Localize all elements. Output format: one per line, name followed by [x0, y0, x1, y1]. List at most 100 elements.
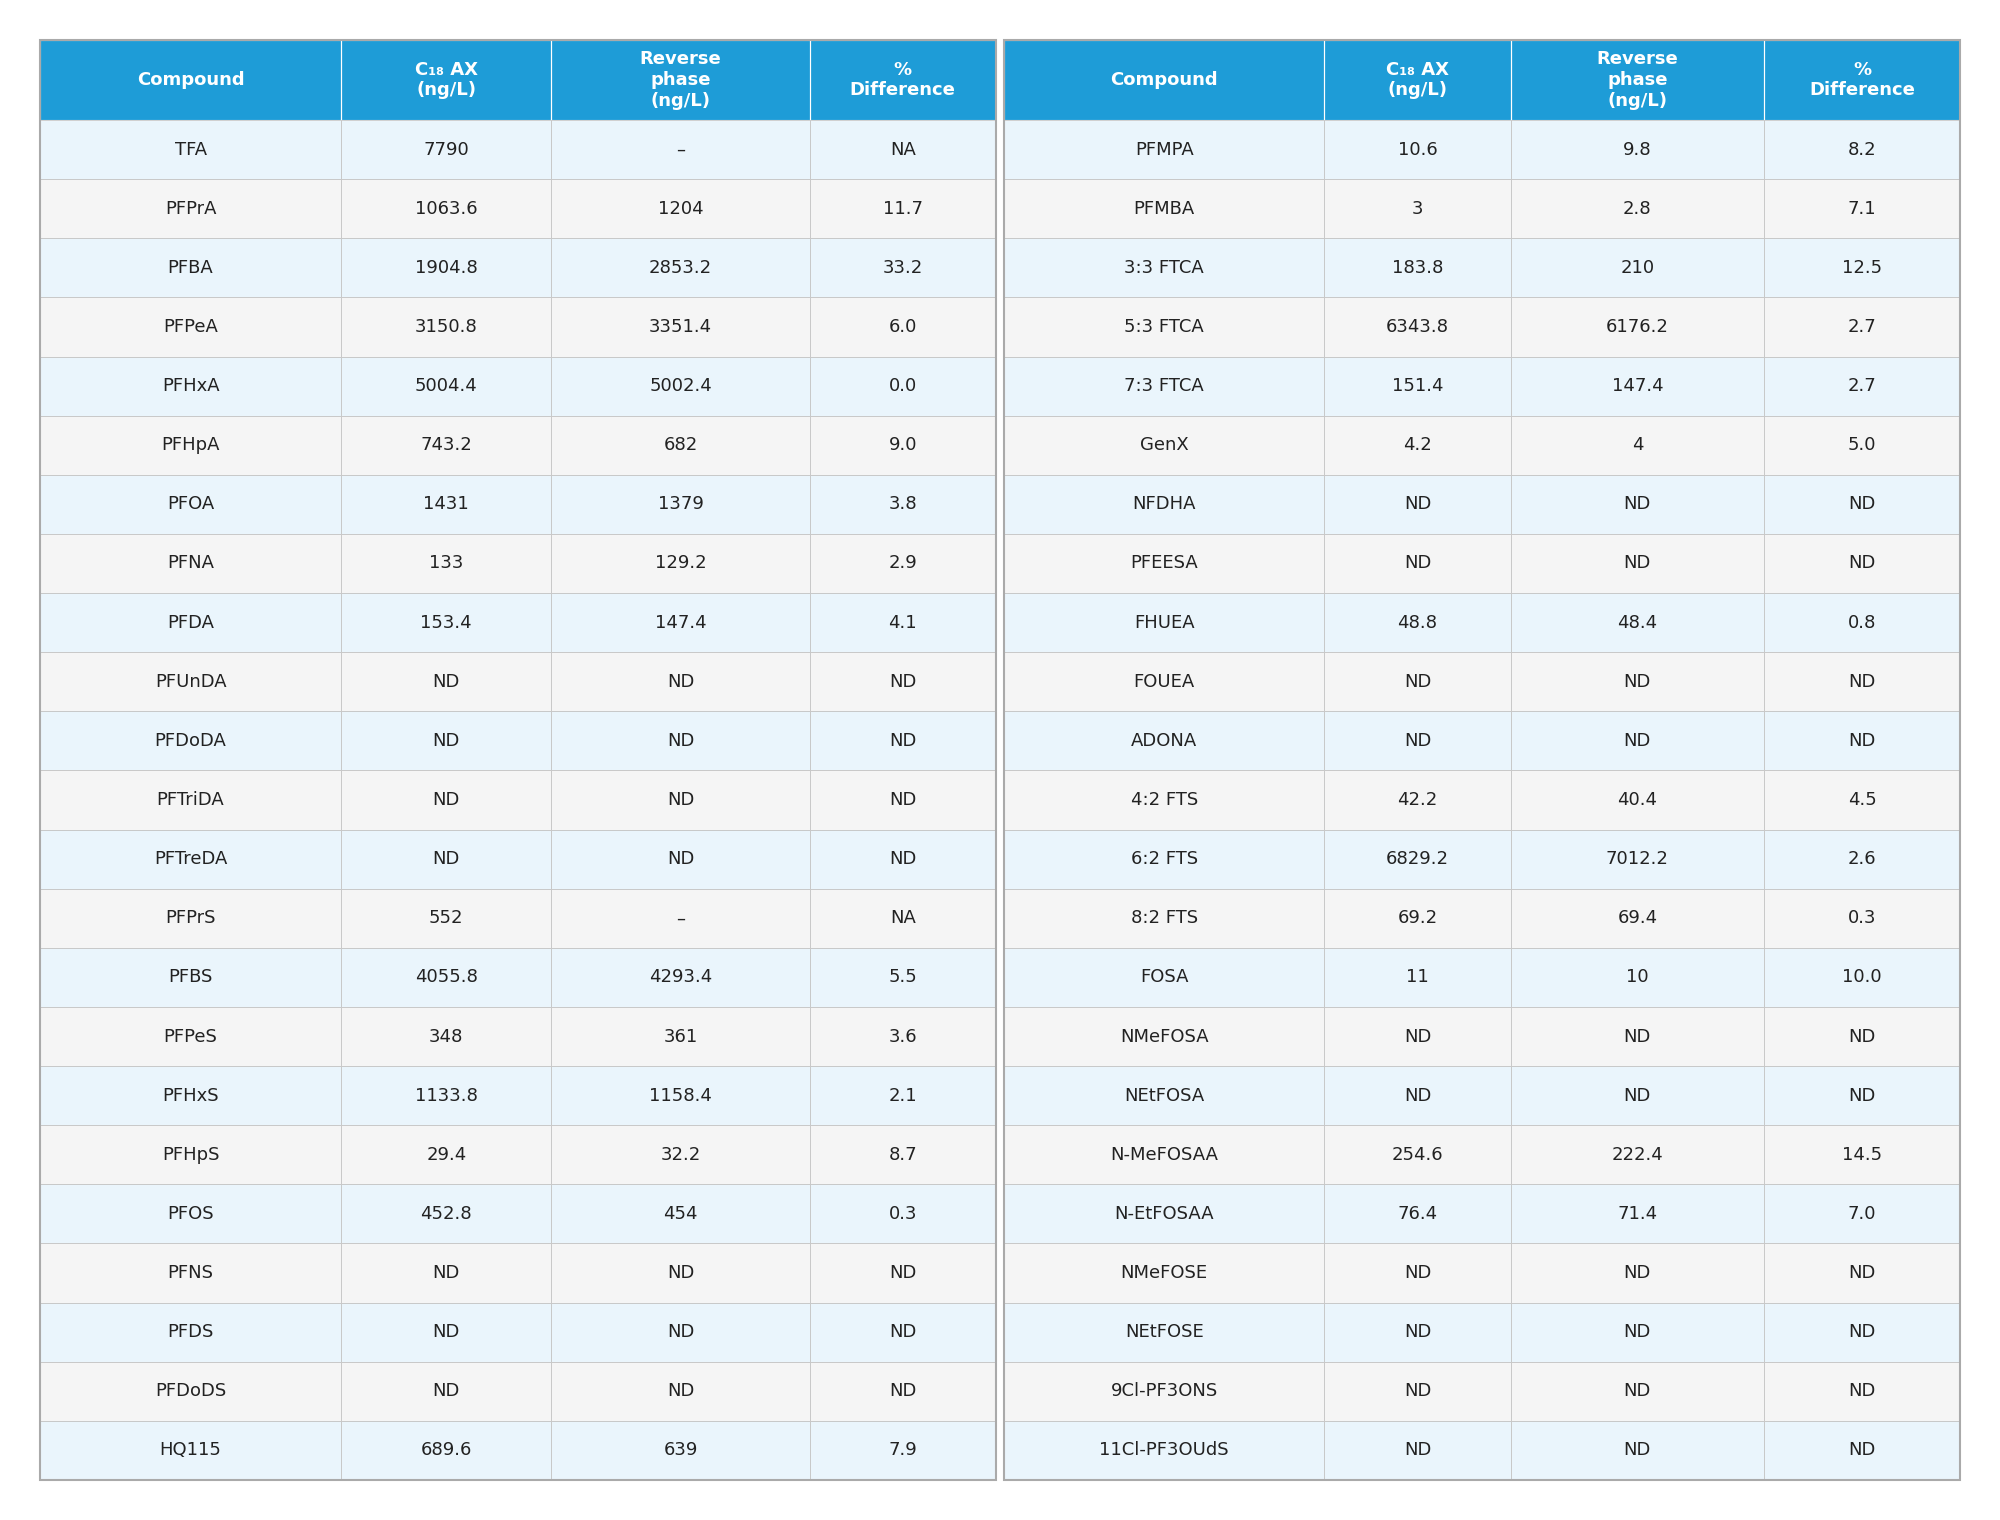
Bar: [342, 889, 552, 948]
Bar: [1764, 1066, 1960, 1125]
Text: NEtFOSE: NEtFOSE: [1124, 1324, 1204, 1341]
Bar: [1324, 889, 1510, 948]
Bar: [810, 1184, 996, 1243]
Text: FHUEA: FHUEA: [1134, 614, 1194, 632]
Text: C₁₈ AX: C₁₈ AX: [414, 61, 478, 79]
Bar: [810, 415, 996, 474]
Bar: [1324, 534, 1510, 593]
Text: 42.2: 42.2: [1398, 790, 1438, 809]
Bar: [1510, 1125, 1764, 1184]
Text: 361: 361: [664, 1028, 698, 1046]
Bar: [810, 1421, 996, 1480]
Bar: [342, 534, 552, 593]
Bar: [1510, 1421, 1764, 1480]
Text: PFTriDA: PFTriDA: [156, 790, 224, 809]
Bar: [552, 1243, 810, 1303]
Text: GenX: GenX: [1140, 436, 1188, 454]
Text: ND: ND: [1404, 1441, 1432, 1459]
Bar: [1324, 948, 1510, 1006]
Bar: [342, 474, 552, 534]
Text: 7:3 FTCA: 7:3 FTCA: [1124, 377, 1204, 395]
Bar: [1764, 534, 1960, 593]
Bar: [1324, 830, 1510, 889]
Bar: [1510, 948, 1764, 1006]
Bar: [1004, 1362, 1324, 1421]
Bar: [1510, 1125, 1764, 1184]
Bar: [552, 1303, 810, 1362]
Bar: [1510, 1006, 1764, 1066]
Bar: [1324, 1421, 1510, 1480]
Bar: [1764, 1243, 1960, 1303]
Bar: [1510, 40, 1764, 120]
Bar: [342, 1125, 552, 1184]
Bar: [342, 652, 552, 711]
Bar: [1004, 711, 1324, 771]
Text: 552: 552: [430, 909, 464, 927]
Bar: [1764, 1303, 1960, 1362]
Bar: [1510, 179, 1764, 239]
Bar: [1510, 1243, 1764, 1303]
Bar: [1004, 1125, 1324, 1184]
Bar: [342, 1066, 552, 1125]
Bar: [552, 415, 810, 474]
Bar: [810, 298, 996, 357]
Bar: [1004, 120, 1324, 179]
Text: ND: ND: [1848, 496, 1876, 514]
Bar: [810, 771, 996, 830]
Bar: [1764, 474, 1960, 534]
Text: 639: 639: [664, 1441, 698, 1459]
Bar: [552, 474, 810, 534]
Text: 2.8: 2.8: [1624, 199, 1652, 217]
Bar: [1510, 652, 1764, 711]
Bar: [1004, 1184, 1324, 1243]
Bar: [342, 179, 552, 239]
Bar: [40, 1362, 342, 1421]
Text: NMeFOSA: NMeFOSA: [1120, 1028, 1208, 1046]
Text: 10: 10: [1626, 968, 1648, 986]
Text: ND: ND: [890, 731, 916, 749]
Bar: [342, 40, 552, 120]
Bar: [552, 1184, 810, 1243]
Text: 6176.2: 6176.2: [1606, 318, 1668, 336]
Bar: [40, 415, 342, 474]
Bar: [1764, 298, 1960, 357]
Text: 689.6: 689.6: [420, 1441, 472, 1459]
Bar: [810, 40, 996, 120]
Bar: [1510, 1421, 1764, 1480]
Bar: [1510, 534, 1764, 593]
Text: 9.8: 9.8: [1624, 140, 1652, 158]
Bar: [40, 1243, 342, 1303]
Text: PFMBA: PFMBA: [1134, 199, 1194, 217]
Text: ND: ND: [1848, 673, 1876, 690]
Bar: [1324, 593, 1510, 652]
Bar: [552, 711, 810, 771]
Bar: [1510, 534, 1764, 593]
Text: PFPeS: PFPeS: [164, 1028, 218, 1046]
Bar: [810, 1125, 996, 1184]
Bar: [552, 120, 810, 179]
Text: ND: ND: [1404, 555, 1432, 573]
Text: 4293.4: 4293.4: [648, 968, 712, 986]
Bar: [1764, 40, 1960, 120]
Bar: [1764, 889, 1960, 948]
Bar: [1004, 889, 1324, 948]
Bar: [552, 771, 810, 830]
Bar: [810, 1066, 996, 1125]
Text: 10.0: 10.0: [1842, 968, 1882, 986]
Bar: [810, 239, 996, 298]
Text: 7.9: 7.9: [888, 1441, 918, 1459]
Bar: [40, 1303, 342, 1362]
Bar: [40, 593, 342, 652]
Text: 3:3 FTCA: 3:3 FTCA: [1124, 258, 1204, 277]
Text: ND: ND: [890, 790, 916, 809]
Text: 7.0: 7.0: [1848, 1205, 1876, 1224]
Bar: [810, 1362, 996, 1421]
Bar: [1324, 771, 1510, 830]
Bar: [1324, 1006, 1510, 1066]
Bar: [1004, 474, 1324, 534]
Text: 151.4: 151.4: [1392, 377, 1444, 395]
Text: 29.4: 29.4: [426, 1146, 466, 1164]
Bar: [342, 711, 552, 771]
Text: 5.5: 5.5: [888, 968, 918, 986]
Text: ND: ND: [1624, 673, 1652, 690]
